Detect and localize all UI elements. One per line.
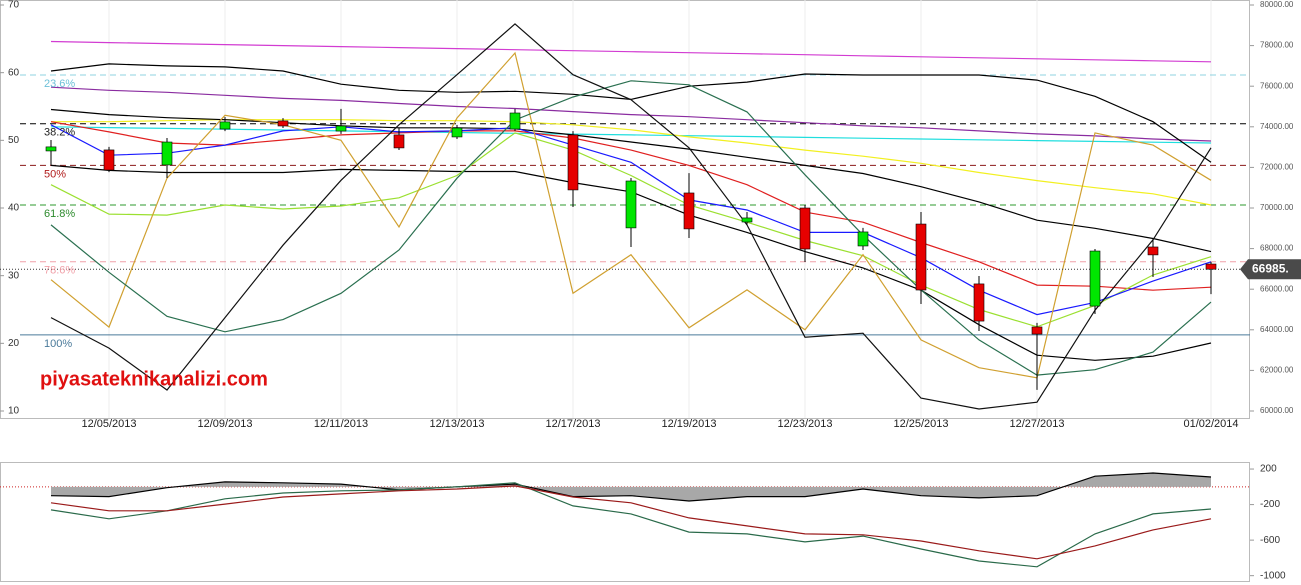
candle-body bbox=[219, 121, 231, 130]
indicator-line bbox=[51, 119, 1212, 206]
y-tick-label: 80000.00 bbox=[1260, 0, 1294, 9]
y-tick-label: -1000 bbox=[1260, 570, 1286, 581]
candle-body bbox=[509, 112, 521, 130]
x-tick-label: 12/09/2013 bbox=[197, 418, 252, 430]
indicator-line bbox=[50, 80, 1212, 376]
indicator-line bbox=[50, 472, 1212, 502]
indicator-line bbox=[50, 124, 1212, 316]
main-plot bbox=[0, 0, 1250, 418]
y2-tick-label: 70 bbox=[8, 0, 20, 11]
x-tick-label: 12/05/2013 bbox=[81, 418, 136, 430]
indicator-line bbox=[50, 23, 1212, 410]
indicator-line bbox=[50, 86, 1212, 142]
candle-body bbox=[567, 134, 579, 191]
x-tick-label: 12/11/2013 bbox=[314, 418, 368, 430]
indicator-line bbox=[50, 108, 1212, 253]
candle-body bbox=[451, 127, 463, 138]
x-tick-label: 12/17/2013 bbox=[545, 418, 600, 430]
fib-label: 78.6% bbox=[44, 265, 75, 277]
x-tick-label: 12/23/2013 bbox=[777, 418, 832, 430]
candle-body bbox=[1205, 263, 1217, 270]
candle-body bbox=[161, 141, 173, 166]
indicator-plot bbox=[0, 472, 1250, 568]
fib-label: 61.8% bbox=[44, 208, 75, 220]
y-tick-label: 76000.00 bbox=[1260, 81, 1294, 90]
watermark: piyasateknikanalizi.com bbox=[40, 368, 268, 390]
y-tick-label: -200 bbox=[1260, 499, 1280, 510]
indicator-line bbox=[50, 40, 1212, 63]
candle-body bbox=[1147, 246, 1159, 256]
y2-tick-label: 30 bbox=[8, 270, 20, 281]
candle-body bbox=[799, 207, 811, 250]
y-tick-label: 74000.00 bbox=[1260, 122, 1294, 131]
indicator-line bbox=[50, 121, 1212, 291]
y-tick-label: 70000.00 bbox=[1260, 203, 1294, 212]
y-tick-label: 62000.00 bbox=[1260, 366, 1294, 375]
y-tick-label: 78000.00 bbox=[1260, 41, 1294, 50]
candle-body bbox=[103, 149, 115, 171]
indicator-line bbox=[50, 482, 1212, 568]
x-tick-label: 12/25/2013 bbox=[893, 418, 948, 430]
y-tick-label: 60000.00 bbox=[1260, 406, 1294, 415]
candle-body bbox=[45, 146, 57, 152]
fib-label: 50% bbox=[44, 168, 66, 180]
x-tick-label: 12/19/2013 bbox=[661, 418, 716, 430]
candle-body bbox=[915, 223, 927, 291]
y2-tick-label: 10 bbox=[8, 406, 20, 417]
y-tick-label: 200 bbox=[1260, 464, 1277, 475]
candle-body bbox=[1089, 250, 1101, 307]
fib-label: 23.6% bbox=[44, 78, 75, 90]
y-tick-label: 66000.00 bbox=[1260, 284, 1294, 293]
candle-body bbox=[277, 120, 289, 127]
y2-tick-label: 20 bbox=[8, 338, 20, 349]
x-tick-label: 12/13/2013 bbox=[429, 418, 484, 430]
candle-body bbox=[741, 217, 753, 223]
last-price-label: 66985. bbox=[1252, 261, 1289, 275]
main-panel bbox=[0, 0, 1250, 419]
y-tick-label: -600 bbox=[1260, 535, 1280, 546]
y2-tick-label: 40 bbox=[8, 203, 20, 214]
y2-tick-label: 50 bbox=[8, 135, 20, 146]
candle-body bbox=[625, 180, 637, 229]
y-tick-label: 68000.00 bbox=[1260, 244, 1294, 253]
x-tick-label: 12/27/2013 bbox=[1009, 418, 1064, 430]
indicator-panel bbox=[0, 462, 1250, 582]
x-tick-label: 01/02/2014 bbox=[1183, 418, 1238, 430]
indicator-line bbox=[50, 51, 1212, 379]
indicator-line bbox=[50, 126, 1212, 144]
candle-body bbox=[857, 231, 869, 247]
fib-label: 38.2% bbox=[44, 127, 75, 139]
indicator-line bbox=[50, 485, 1212, 560]
last-price-box bbox=[1240, 259, 1301, 280]
y-tick-label: 72000.00 bbox=[1260, 163, 1294, 172]
y2-tick-label: 60 bbox=[8, 67, 20, 78]
y-tick-label: 64000.00 bbox=[1260, 325, 1294, 334]
candle-body bbox=[335, 125, 347, 132]
candle-body bbox=[973, 283, 985, 322]
histogram-area bbox=[51, 473, 1211, 501]
fib-label: 100% bbox=[44, 338, 72, 350]
indicator-line bbox=[50, 132, 1212, 328]
candle-body bbox=[1031, 326, 1043, 335]
candle-body bbox=[393, 134, 405, 149]
candle-body bbox=[683, 192, 695, 230]
